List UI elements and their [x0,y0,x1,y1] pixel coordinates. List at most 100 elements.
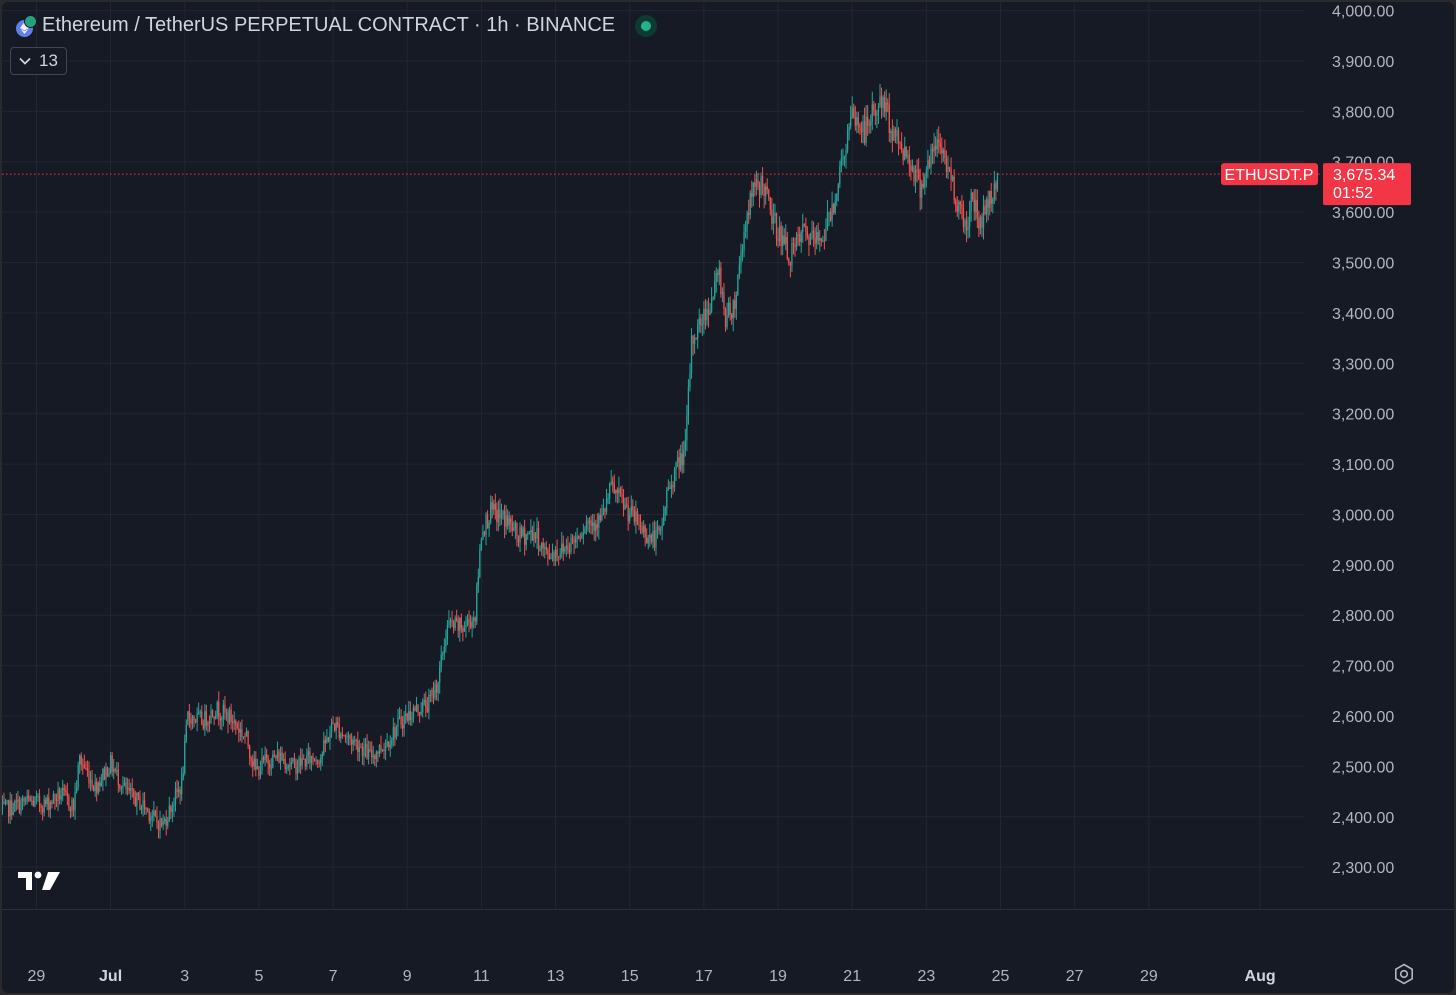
candle-body [744,226,747,232]
candle-body [919,178,921,198]
indicators-collapse-button[interactable]: 13 [10,47,67,75]
tradingview-logo-icon[interactable] [18,868,62,894]
candle-body [761,176,764,186]
candle-body [975,200,977,212]
candle-body [757,179,759,185]
candle-body [633,509,636,523]
candle-body [307,751,310,756]
candle-body [150,817,152,821]
candle-body [136,792,138,807]
candle-body [732,300,734,319]
candle-body [811,230,813,234]
candle-body [883,97,886,112]
candle-body [976,200,978,219]
y-tick-label: 2,600.00 [1332,709,1394,726]
candle-body [632,506,634,510]
x-tick-label: Aug [1245,968,1276,985]
y-tick-label: 2,500.00 [1332,759,1394,776]
candle-body [249,746,251,758]
candle-body [905,146,907,157]
candle-body [693,337,696,344]
candle-body [28,795,30,799]
candle-body [69,807,72,812]
candle-body [170,805,172,813]
candle-body [289,765,291,767]
candle-body [967,227,969,231]
candle-body [584,528,586,534]
candle-body [91,779,93,788]
candle-body [167,820,169,826]
candle-body [734,300,736,309]
candle-body [128,788,130,791]
candle-body [469,622,472,628]
candle-body [931,148,934,152]
candle-body [599,514,602,521]
candle-body [791,243,793,266]
candle-body [887,102,889,105]
candle-body [398,716,401,718]
candle-body [729,302,731,315]
candle-body [216,702,218,716]
candle-body [630,506,632,515]
x-tick-label: Jul [99,968,122,985]
candle-body [605,498,608,513]
candle-body [191,716,194,724]
candle-body [814,238,816,244]
candle-body [990,190,992,204]
candle-body [86,768,89,771]
candle-body [907,155,909,157]
candle-body [499,509,501,519]
candle-body [938,139,940,143]
candle-body [139,795,141,810]
candle-body [173,804,175,807]
candle-body [239,728,242,733]
settings-gear-icon[interactable] [1392,962,1416,986]
chart-title[interactable]: Ethereum / TetherUS PERPETUAL CONTRACT ·… [42,14,616,36]
candle-body [122,785,124,789]
candle-body [783,235,785,244]
candle-body [624,504,626,510]
candle-body [897,130,900,142]
candle-body [160,818,163,826]
candle-body [522,528,524,536]
candle-body [181,777,183,795]
candle-body [612,481,614,484]
candle-body [581,535,583,539]
candle-body [735,294,737,309]
candle-body [885,102,887,112]
eth-usdt-coin-icon [14,14,37,37]
candle-body [111,755,113,772]
x-tick-label: 23 [917,968,935,985]
candle-body [201,711,203,725]
candle-body [473,617,475,621]
x-tick-label: 19 [769,968,787,985]
candle-body [738,264,741,276]
candle-body [752,182,754,197]
candle-body [525,534,527,545]
candle-body [437,682,439,693]
candle-body [819,238,821,241]
candle-body [102,768,104,781]
candle-body [361,747,364,756]
candle-body [269,764,271,769]
candle-body [113,769,115,772]
candle-body [902,149,904,161]
x-tick-label: 7 [329,968,338,985]
candle-body [238,728,240,733]
candle-body [989,190,991,208]
candle-body [582,533,585,536]
candle-body [55,799,58,802]
candle-body [346,736,348,738]
candle-body [259,770,262,777]
candle-body [343,735,345,737]
candle-body [63,787,65,791]
candle-body [846,130,849,151]
candle-body [653,531,656,548]
candle-body [145,808,147,810]
candle-body [613,483,615,494]
candle-body [981,216,983,228]
chart-header: Ethereum / TetherUS PERPETUAL CONTRACT ·… [14,14,658,37]
candle-body [871,104,873,122]
candle-body [712,296,714,299]
